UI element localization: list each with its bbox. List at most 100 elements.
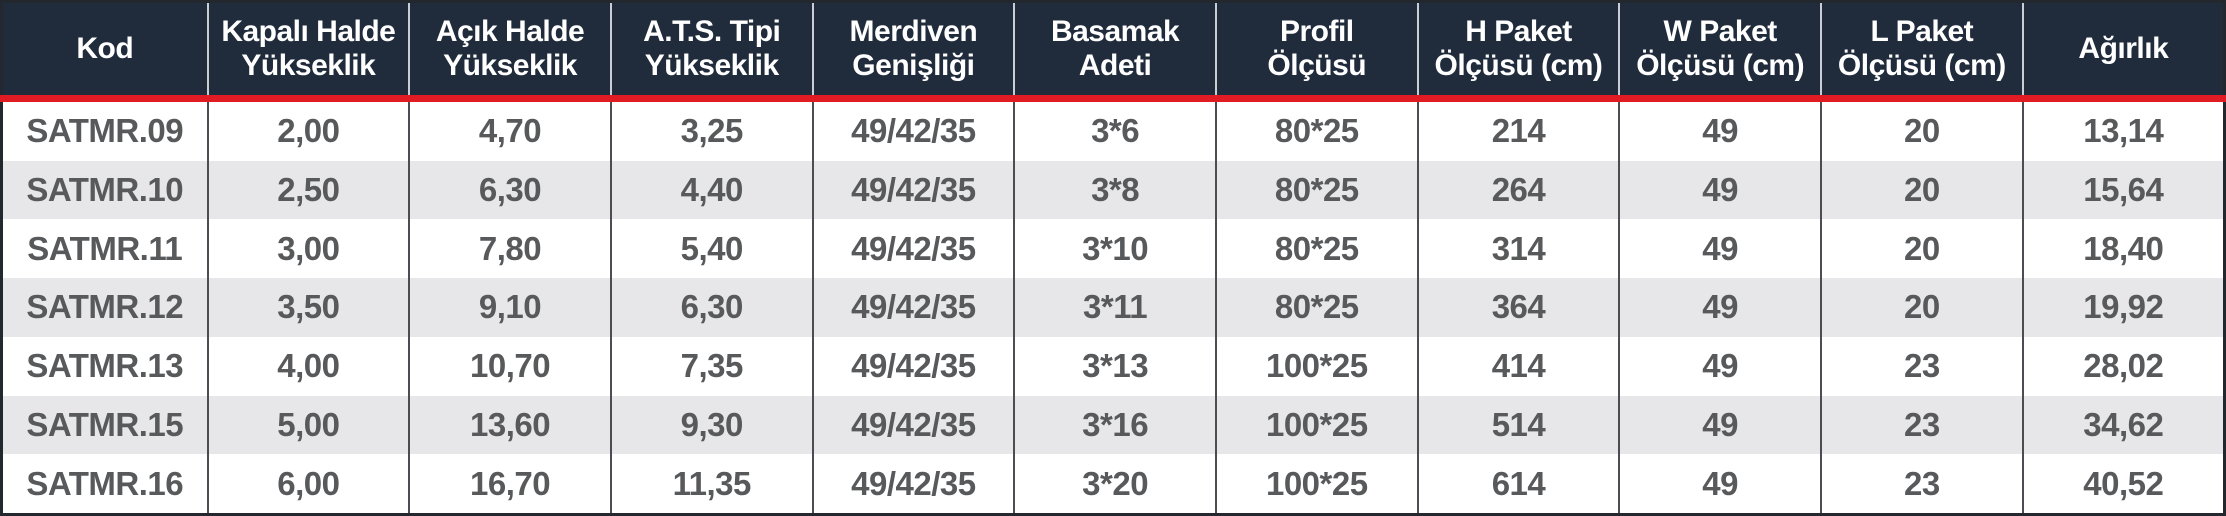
cell-w-paket: 49 <box>1619 219 1822 279</box>
cell-l-paket: 20 <box>1821 278 2024 337</box>
cell-kod: SATMR.13 <box>1 336 209 396</box>
cell-h-paket: 214 <box>1417 98 1621 161</box>
cell-l-paket: 23 <box>1821 395 2024 455</box>
cell-profil-olcusu: 100*25 <box>1215 395 1419 455</box>
cell-ats-tipi: 4,40 <box>610 160 814 220</box>
cell-h-paket: 364 <box>1417 278 1621 337</box>
cell-l-paket: 20 <box>1821 160 2024 220</box>
cell-acik-halde: 10,70 <box>409 336 612 396</box>
column-header-label: W Paket Ölçüsü (cm) <box>1636 15 1805 82</box>
cell-kod: SATMR.16 <box>1 454 209 515</box>
cell-acik-halde: 7,80 <box>409 219 612 279</box>
cell-l-paket: 23 <box>1821 336 2024 396</box>
table-row: SATMR.15 5,00 13,60 9,30 49/42/35 3*16 1… <box>1 395 2225 455</box>
cell-ats-tipi: 5,40 <box>610 219 814 279</box>
cell-kapali-halde: 5,00 <box>207 395 411 455</box>
column-header-label: Kapalı Halde Yükseklik <box>221 15 396 82</box>
cell-kapali-halde: 3,00 <box>207 219 411 279</box>
table-row: SATMR.09 2,00 4,70 3,25 49/42/35 3*6 80*… <box>1 98 2225 161</box>
cell-kapali-halde: 2,50 <box>207 160 411 220</box>
table-row: SATMR.13 4,00 10,70 7,35 49/42/35 3*13 1… <box>1 336 2225 396</box>
column-header-merdiven-genisligi: Merdiven Genişliği <box>812 1 1016 102</box>
cell-basamak-adeti: 3*6 <box>1014 98 1217 161</box>
cell-profil-olcusu: 80*25 <box>1215 160 1419 220</box>
cell-merdiven-genisligi: 49/42/35 <box>812 98 1016 161</box>
cell-acik-halde: 13,60 <box>409 395 612 455</box>
cell-merdiven-genisligi: 49/42/35 <box>812 336 1016 396</box>
cell-h-paket: 614 <box>1417 454 1621 515</box>
cell-basamak-adeti: 3*8 <box>1014 160 1217 220</box>
cell-basamak-adeti: 3*13 <box>1014 336 1217 396</box>
cell-agirlik: 28,02 <box>2022 336 2225 396</box>
cell-basamak-adeti: 3*10 <box>1014 219 1217 279</box>
column-header-label: Profil Ölçüsü <box>1267 15 1367 82</box>
cell-kapali-halde: 6,00 <box>207 454 411 515</box>
column-header-label: A.T.S. Tipi Yükseklik <box>643 15 781 82</box>
cell-w-paket: 49 <box>1619 160 1822 220</box>
cell-agirlik: 34,62 <box>2022 395 2225 455</box>
cell-merdiven-genisligi: 49/42/35 <box>812 219 1016 279</box>
cell-kapali-halde: 4,00 <box>207 336 411 396</box>
column-header-label: Kod <box>76 32 134 65</box>
cell-l-paket: 20 <box>1821 219 2024 279</box>
cell-kapali-halde: 3,50 <box>207 278 411 337</box>
cell-l-paket: 20 <box>1821 98 2024 161</box>
cell-kapali-halde: 2,00 <box>207 98 411 161</box>
column-header-w-paket: W Paket Ölçüsü (cm) <box>1619 1 1822 102</box>
column-header-label: Merdiven Genişliği <box>849 15 978 82</box>
cell-w-paket: 49 <box>1619 98 1822 161</box>
cell-h-paket: 314 <box>1417 219 1621 279</box>
cell-acik-halde: 4,70 <box>409 98 612 161</box>
cell-kod: SATMR.10 <box>1 160 209 220</box>
cell-l-paket: 23 <box>1821 454 2024 515</box>
cell-acik-halde: 9,10 <box>409 278 612 337</box>
cell-w-paket: 49 <box>1619 278 1822 337</box>
cell-ats-tipi: 9,30 <box>610 395 814 455</box>
cell-w-paket: 49 <box>1619 454 1822 515</box>
cell-ats-tipi: 3,25 <box>610 98 814 161</box>
cell-agirlik: 19,92 <box>2022 278 2225 337</box>
column-header-acik-halde: Açık Halde Yükseklik <box>409 1 612 102</box>
cell-acik-halde: 16,70 <box>409 454 612 515</box>
column-header-label: Açık Halde Yükseklik <box>435 15 585 82</box>
header-row: Kod Kapalı Halde Yükseklik Açık Halde Yü… <box>1 1 2225 102</box>
table-row: SATMR.12 3,50 9,10 6,30 49/42/35 3*11 80… <box>1 278 2225 337</box>
column-header-h-paket: H Paket Ölçüsü (cm) <box>1417 1 1621 102</box>
cell-h-paket: 514 <box>1417 395 1621 455</box>
table-row: SATMR.11 3,00 7,80 5,40 49/42/35 3*10 80… <box>1 219 2225 279</box>
cell-w-paket: 49 <box>1619 336 1822 396</box>
cell-profil-olcusu: 100*25 <box>1215 336 1419 396</box>
column-header-label: Basamak Adeti <box>1050 15 1180 82</box>
cell-h-paket: 414 <box>1417 336 1621 396</box>
cell-w-paket: 49 <box>1619 395 1822 455</box>
table-row: SATMR.16 6,00 16,70 11,35 49/42/35 3*20 … <box>1 454 2225 515</box>
cell-profil-olcusu: 80*25 <box>1215 278 1419 337</box>
column-header-kapali-halde: Kapalı Halde Yükseklik <box>207 1 411 102</box>
cell-merdiven-genisligi: 49/42/35 <box>812 160 1016 220</box>
cell-ats-tipi: 11,35 <box>610 454 814 515</box>
cell-kod: SATMR.12 <box>1 278 209 337</box>
cell-kod: SATMR.15 <box>1 395 209 455</box>
cell-merdiven-genisligi: 49/42/35 <box>812 278 1016 337</box>
column-header-basamak-adeti: Basamak Adeti <box>1014 1 1217 102</box>
column-header-ats-tipi: A.T.S. Tipi Yükseklik <box>610 1 814 102</box>
cell-merdiven-genisligi: 49/42/35 <box>812 395 1016 455</box>
cell-profil-olcusu: 80*25 <box>1215 98 1419 161</box>
cell-h-paket: 264 <box>1417 160 1621 220</box>
cell-basamak-adeti: 3*11 <box>1014 278 1217 337</box>
column-header-agirlik: Ağırlık <box>2022 1 2225 102</box>
cell-ats-tipi: 6,30 <box>610 278 814 337</box>
cell-basamak-adeti: 3*20 <box>1014 454 1217 515</box>
cell-profil-olcusu: 80*25 <box>1215 219 1419 279</box>
cell-agirlik: 18,40 <box>2022 219 2225 279</box>
cell-agirlik: 13,14 <box>2022 98 2225 161</box>
cell-ats-tipi: 7,35 <box>610 336 814 396</box>
cell-agirlik: 15,64 <box>2022 160 2225 220</box>
cell-kod: SATMR.11 <box>1 219 209 279</box>
cell-merdiven-genisligi: 49/42/35 <box>812 454 1016 515</box>
cell-basamak-adeti: 3*16 <box>1014 395 1217 455</box>
cell-acik-halde: 6,30 <box>409 160 612 220</box>
column-header-kod: Kod <box>1 1 209 102</box>
